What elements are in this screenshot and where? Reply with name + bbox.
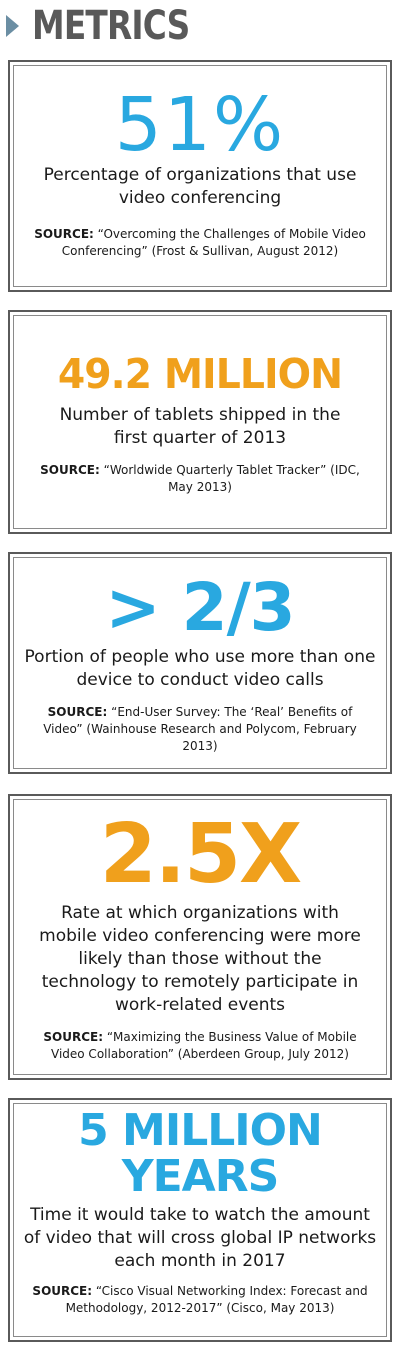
page-title: METRICS <box>32 3 190 49</box>
source-label: SOURCE: <box>32 1284 93 1298</box>
metric-source: SOURCE: “Overcoming the Challenges of Mo… <box>10 226 390 260</box>
source-text: “Overcoming the Challenges of Mobile Vid… <box>61 227 366 258</box>
metric-description: Number of tablets shipped in the first q… <box>59 405 341 448</box>
page-header: METRICS <box>0 0 400 52</box>
metric-value: 51% <box>114 82 286 168</box>
source-label: SOURCE: <box>47 705 108 719</box>
source-text: “Maximizing the Business Value of Mobile… <box>51 1030 357 1061</box>
metric-description: Portion of people who use more than one … <box>24 647 376 690</box>
metric-value: 49.2 MILLION <box>57 350 343 398</box>
metric-card: 2.5X Rate at which organizations with mo… <box>8 794 392 1080</box>
metric-source: SOURCE: “End-User Survey: The ‘Real’ Ben… <box>10 704 390 755</box>
source-text: “End-User Survey: The ‘Real’ Benefits of… <box>43 705 357 753</box>
source-label: SOURCE: <box>43 1030 103 1044</box>
metric-card: 51% Percentage of organizations that use… <box>8 60 392 292</box>
metric-description: Percentage of organizations that use vid… <box>43 165 357 208</box>
metric-card: > 2/3 Portion of people who use more tha… <box>8 552 392 774</box>
metric-card: 5 MILLION YEARS Time it would take to wa… <box>8 1098 392 1342</box>
metric-source: SOURCE: “Worldwide Quarterly Tablet Trac… <box>10 462 390 496</box>
metric-description: Rate at which organizations with mobile … <box>39 903 361 1015</box>
source-text: “Cisco Visual Networking Index: Forecast… <box>65 1284 368 1315</box>
metric-value: > 2/3 <box>105 569 295 646</box>
metric-source: SOURCE: “Cisco Visual Networking Index: … <box>10 1283 390 1317</box>
source-text: “Worldwide Quarterly Tablet Tracker” (ID… <box>103 463 360 494</box>
source-label: SOURCE: <box>34 227 94 241</box>
metric-value-line-2: YEARS <box>121 1151 280 1202</box>
metric-value: 2.5X <box>99 807 302 902</box>
triangle-right-icon <box>6 15 19 37</box>
metric-source: SOURCE: “Maximizing the Business Value o… <box>10 1029 390 1063</box>
metric-card: 49.2 MILLION Number of tablets shipped i… <box>8 310 392 534</box>
source-label: SOURCE: <box>40 463 100 477</box>
metric-value-line-1: 5 MILLION <box>78 1105 323 1156</box>
metric-description: Time it would take to watch the amount o… <box>23 1205 377 1271</box>
